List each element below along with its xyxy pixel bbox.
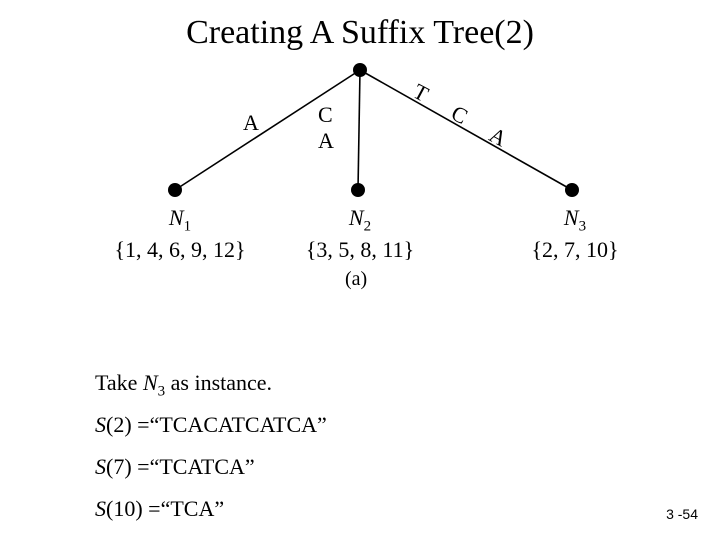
edge-label-mid-top: C — [318, 104, 333, 126]
edge-label-mid-bot: A — [318, 130, 334, 152]
leaf-node-3 — [565, 183, 579, 197]
s7-line: S(7) =“TCATCA” — [95, 454, 255, 480]
leaf-node-2 — [351, 183, 365, 197]
root-node — [353, 63, 367, 77]
page-number: 3 -54 — [666, 506, 698, 522]
leaf-label-2: N2 {3, 5, 8, 11} — [285, 204, 435, 264]
edge-label-left: A — [243, 112, 259, 134]
leaf-label-3: N3 {2, 7, 10} — [510, 204, 640, 264]
tree-diagram: A C A T C A N1 {1, 4, 6, 9, 12} N2 {3, 5… — [0, 52, 720, 292]
s2-line: S(2) =“TCACATCATCA” — [95, 412, 327, 438]
leaf-label-1: N1 {1, 4, 6, 9, 12} — [100, 204, 260, 264]
slide-title: Creating A Suffix Tree(2) — [0, 0, 720, 52]
leaf-node-1 — [168, 183, 182, 197]
instance-line: Take N3 as instance. — [95, 370, 272, 400]
tree-caption: (a) — [345, 268, 367, 291]
s10-line: S(10) =“TCA” — [95, 496, 224, 522]
